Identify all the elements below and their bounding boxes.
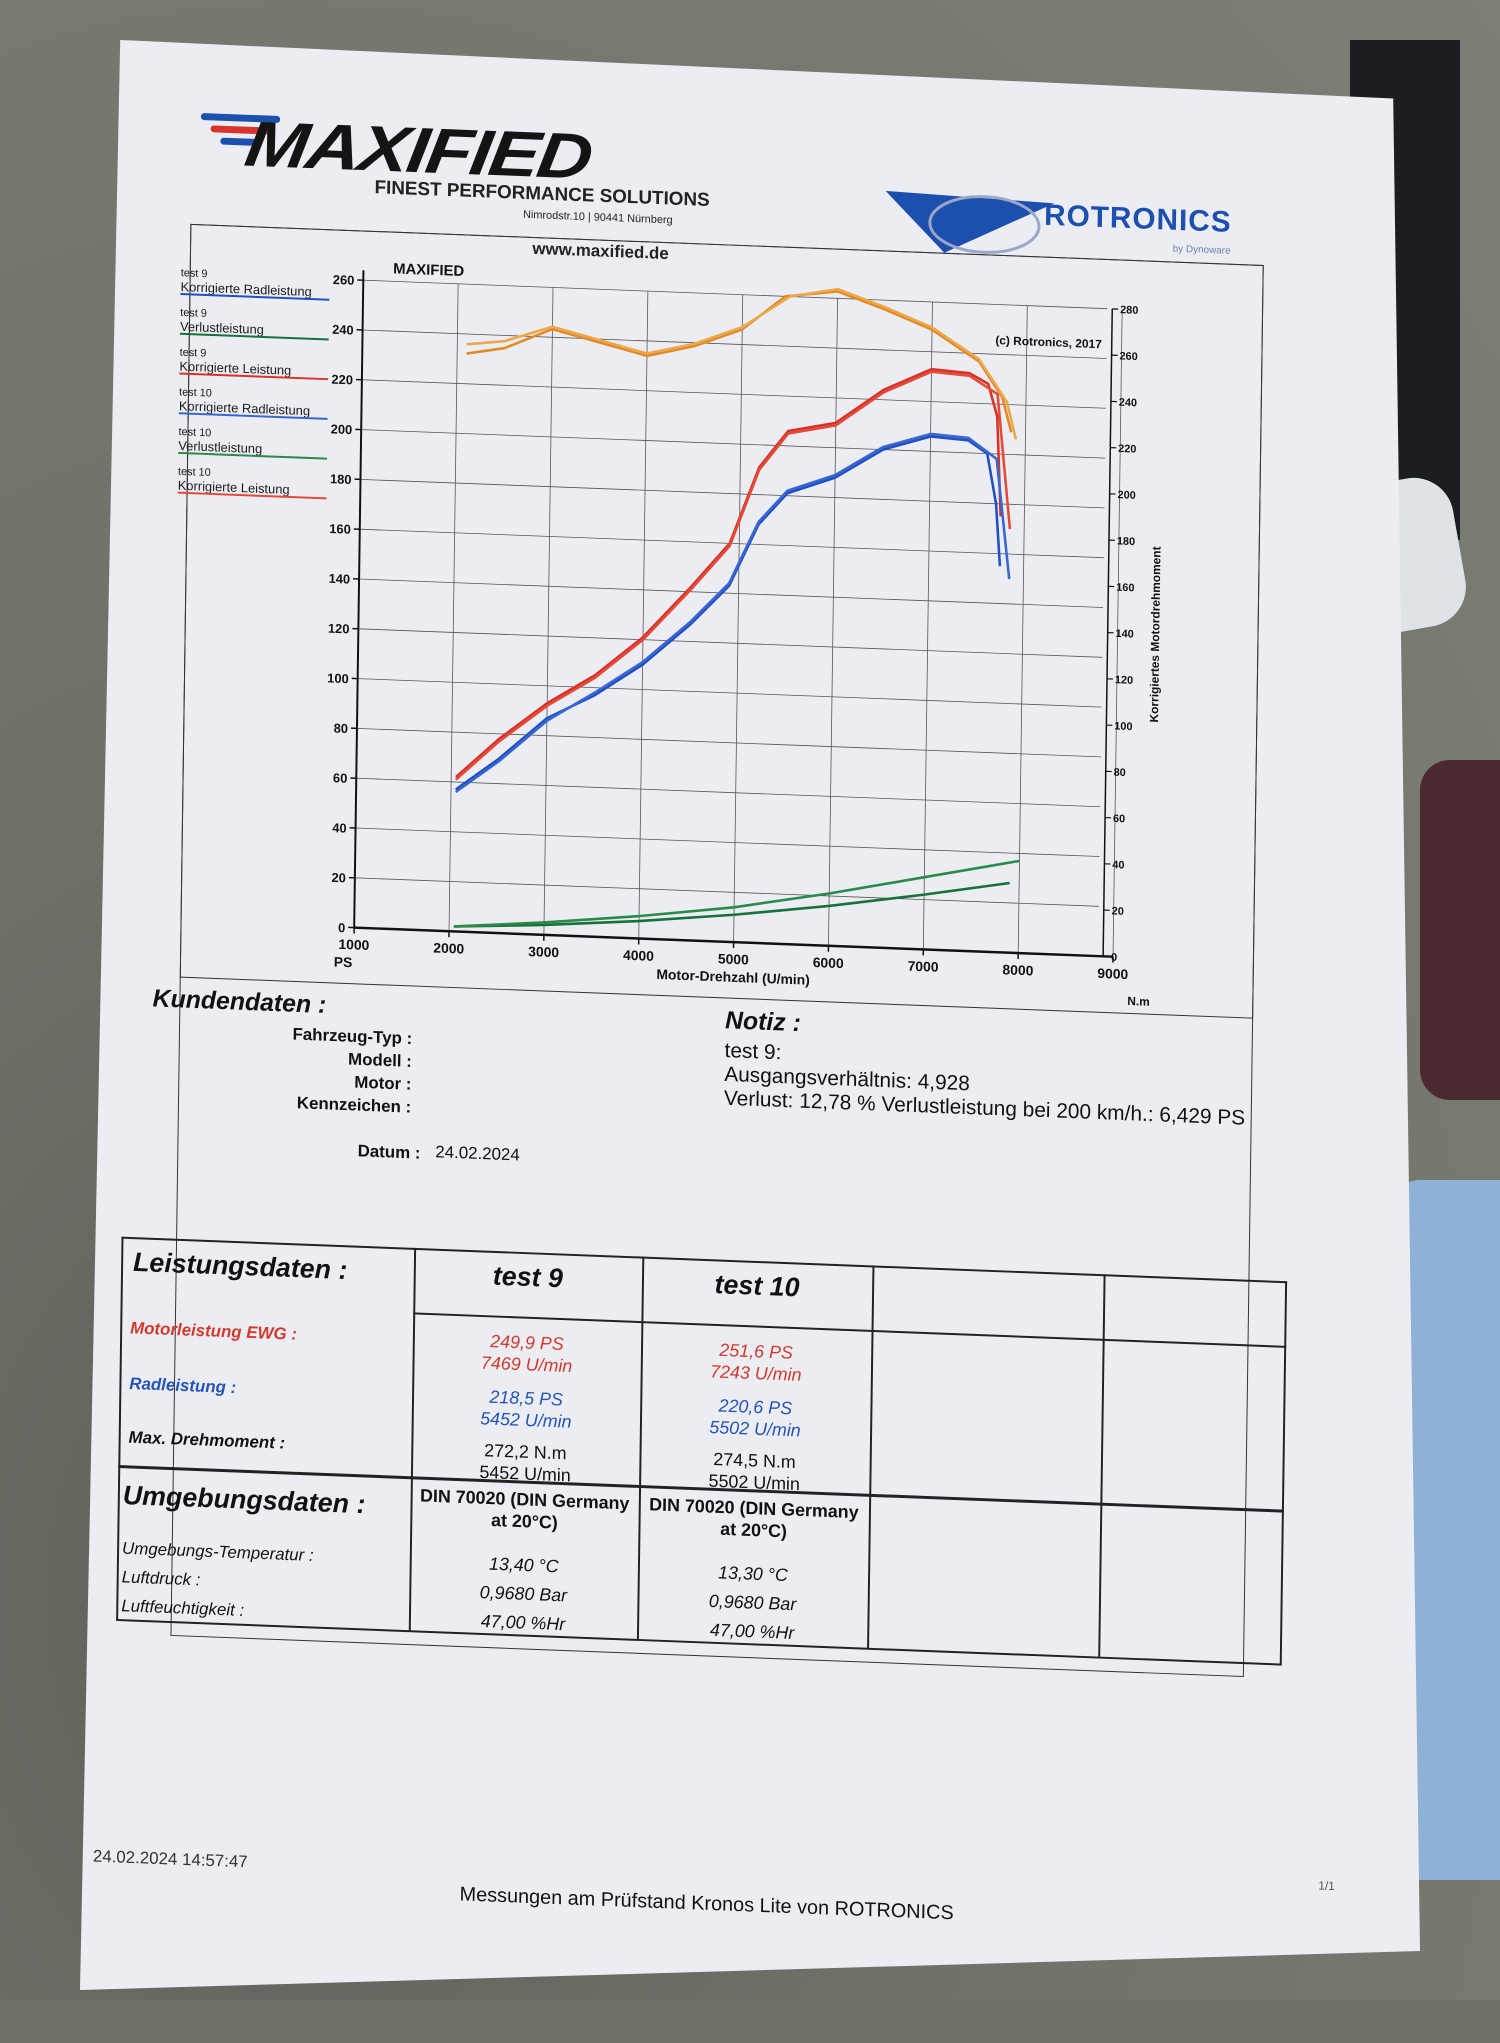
- grid-line-x: [449, 284, 458, 931]
- y-left-tick-label: 80: [334, 720, 349, 736]
- y-left-tick-label: 160: [329, 521, 351, 537]
- partner-sub: by Dynoware: [1173, 244, 1231, 257]
- y-right-tick-label: 40: [1112, 859, 1124, 871]
- grid-line-x: [828, 298, 837, 945]
- rotronics-swoosh-icon: [885, 183, 1055, 259]
- footer-text: Messungen am Prüfstand Kronos Lite von R…: [459, 1883, 953, 1925]
- grid-line-y: [357, 728, 1101, 757]
- x-tick-label: 6000: [813, 954, 844, 971]
- y-left-tick-label: 0: [338, 920, 345, 935]
- y-left-tick-label: 120: [328, 621, 350, 637]
- y-left-tick-label: 40: [332, 820, 347, 836]
- table-border-left: [116, 1237, 123, 1620]
- umgebung-row-label: Luftfeuchtigkeit :: [121, 1596, 244, 1621]
- grid-line-x: [544, 287, 553, 934]
- y-left-tick-label: 100: [327, 670, 349, 686]
- chart-copyright: (c) Rotronics, 2017: [995, 333, 1102, 351]
- x-tick-label: 7000: [908, 958, 939, 975]
- notiz-title: Notiz :: [725, 1006, 801, 1038]
- umgebung-col2-header: DIN 70020 (DIN Germany at 20°C): [638, 1493, 869, 1546]
- table-border-right: [1280, 1281, 1287, 1664]
- grid-line-y: [358, 629, 1102, 658]
- y-axis-left-label: PS: [334, 954, 353, 971]
- grid-line-x: [734, 295, 743, 942]
- x-tick-label: 3000: [528, 943, 559, 960]
- x-tick-label: 9000: [1097, 965, 1128, 982]
- footer-timestamp: 24.02.2024 14:57:47: [93, 1847, 248, 1873]
- umgebung-row-label: Luftdruck :: [122, 1567, 201, 1590]
- footer-page: 1/1: [1318, 1879, 1335, 1894]
- series-line-2: [456, 351, 1003, 798]
- y-right-tick-label: 140: [1116, 628, 1134, 641]
- grid-line-x: [1018, 306, 1027, 953]
- y-left-tick-label: 60: [333, 770, 348, 786]
- grid-line-y: [363, 280, 1107, 309]
- x-tick-label: 5000: [718, 950, 749, 967]
- grid-line-y: [358, 679, 1102, 708]
- grid-line-y: [361, 430, 1105, 459]
- leistung-row-label: Radleistung :: [129, 1374, 236, 1398]
- y-right-tick-label: 220: [1118, 443, 1136, 456]
- y-right-tick-label: 80: [1114, 767, 1126, 779]
- series-line-0: [456, 418, 1002, 810]
- grid-line-y: [356, 828, 1100, 857]
- x-tick-label: 1000: [338, 936, 369, 953]
- y-right-tick-label: 0: [1111, 952, 1117, 964]
- grid-line-x: [639, 291, 648, 938]
- x-tick-label: 8000: [1002, 961, 1033, 978]
- y-right-tick-label: 260: [1119, 350, 1137, 363]
- y-right-tick-label: 120: [1115, 674, 1133, 687]
- y-axis-right-label: Korrigiertes Motordrehmoment: [1147, 546, 1163, 723]
- umgebung-col1-header: DIN 70020 (DIN Germany at 20°C): [410, 1484, 639, 1536]
- grid-line-x: [923, 302, 932, 949]
- datum-value: 24.02.2024: [435, 1142, 520, 1165]
- y-left-tick-label: 20: [331, 870, 346, 886]
- y-right-tick-label: 200: [1117, 489, 1135, 502]
- y-left-tick-label: 140: [329, 571, 351, 587]
- grid-line-y: [355, 878, 1099, 907]
- y-right-tick-label: 240: [1119, 397, 1137, 410]
- y-right-tick-label: 100: [1114, 720, 1132, 733]
- y-axis-right-unit: N.m: [1127, 994, 1150, 1009]
- y-right-tick-label: 60: [1113, 813, 1125, 825]
- x-tick-label: 4000: [623, 947, 654, 964]
- y-right-tick-label: 160: [1116, 582, 1134, 595]
- brand-address: Nimrodstr.10 | 90441 Nürnberg: [523, 209, 673, 227]
- x-tick-label: 2000: [433, 940, 464, 957]
- partner-name: ROTRONICS: [1044, 199, 1232, 240]
- x-axis-label: Motor-Drehzahl (U/min): [656, 966, 810, 988]
- chart-title: MAXIFIED: [393, 261, 464, 280]
- y-right-tick-label: 180: [1117, 535, 1135, 548]
- y-right-tick-label: 20: [1112, 905, 1124, 917]
- y-right-tick-label: 280: [1120, 304, 1138, 317]
- notiz-line-1: test 9:: [724, 1039, 781, 1065]
